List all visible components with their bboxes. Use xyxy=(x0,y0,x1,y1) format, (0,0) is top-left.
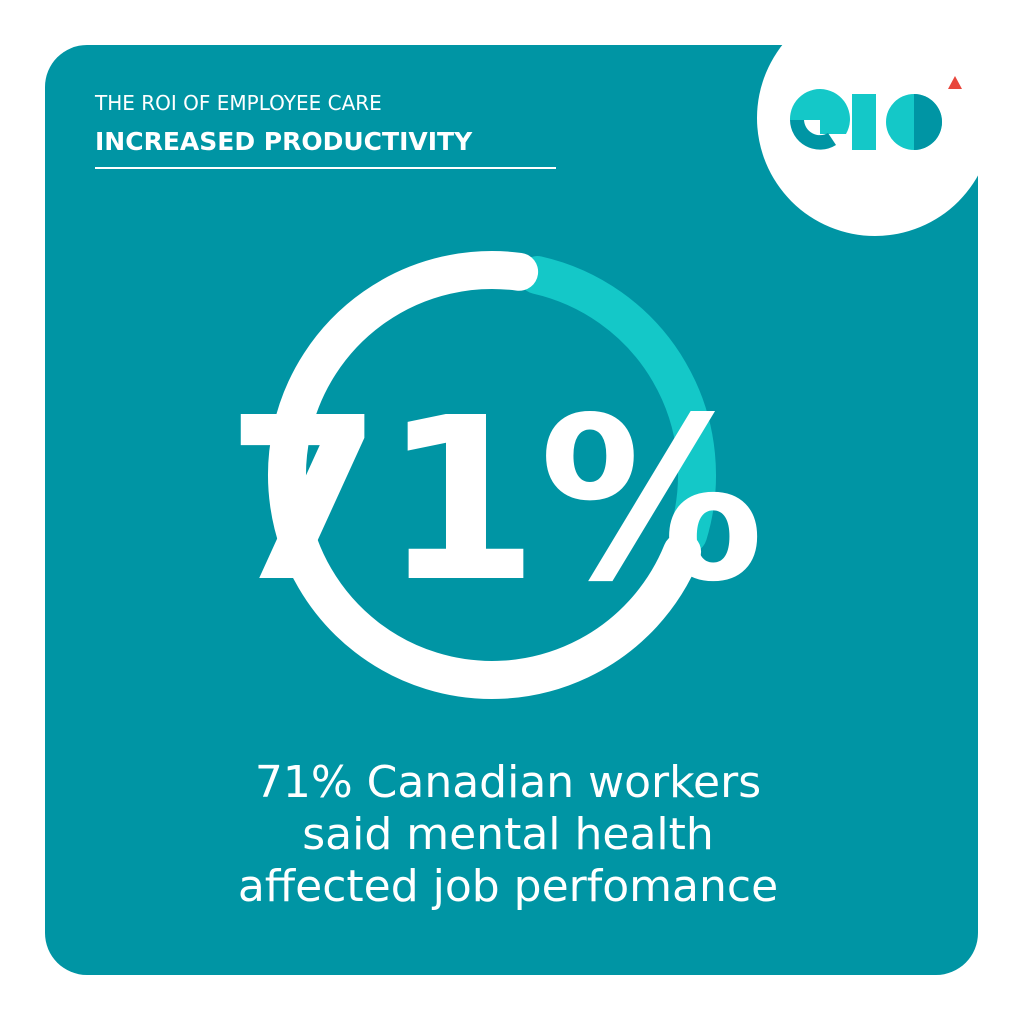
value-label: 71% xyxy=(226,370,765,632)
annotation-line: affected job perfomance xyxy=(238,861,778,912)
logo xyxy=(789,76,962,150)
annotation-line: said mental health xyxy=(302,809,714,860)
annotation-line: 71% Canadian workers xyxy=(255,757,761,808)
card xyxy=(45,45,978,975)
title: THE ROI OF EMPLOYEE CARE xyxy=(94,91,382,115)
subtitle: INCREASED PRODUCTIVITY xyxy=(95,127,473,156)
donut-arc xyxy=(268,251,702,699)
donut xyxy=(268,251,716,699)
donut-rest xyxy=(518,256,716,554)
